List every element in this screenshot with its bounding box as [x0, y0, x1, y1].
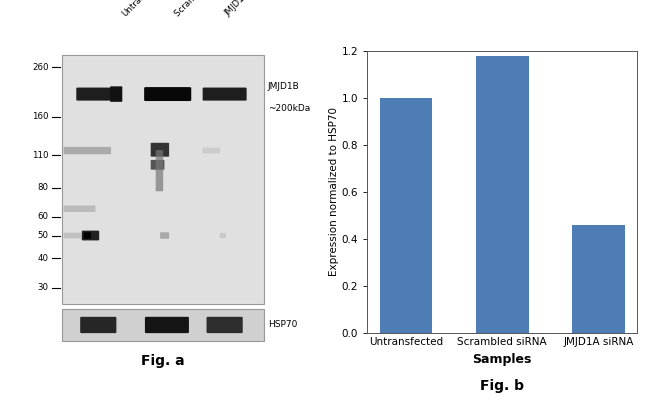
Text: Scrambled siRNA: Scrambled siRNA — [173, 0, 232, 18]
Bar — [380, 98, 432, 333]
Text: JMJD1B siRNA: JMJD1B siRNA — [223, 0, 271, 18]
Text: 50: 50 — [37, 231, 48, 240]
FancyBboxPatch shape — [64, 233, 81, 238]
FancyBboxPatch shape — [144, 87, 191, 101]
Text: Untransfected: Untransfected — [120, 0, 170, 18]
Text: ~200kDa: ~200kDa — [268, 104, 310, 113]
FancyBboxPatch shape — [84, 232, 91, 239]
Text: 30: 30 — [37, 283, 48, 292]
FancyBboxPatch shape — [203, 88, 246, 101]
X-axis label: Samples: Samples — [473, 353, 532, 366]
Text: 160: 160 — [32, 112, 48, 121]
Text: 40: 40 — [37, 254, 48, 263]
FancyBboxPatch shape — [145, 317, 189, 333]
FancyBboxPatch shape — [82, 231, 99, 240]
FancyBboxPatch shape — [110, 86, 122, 102]
Text: Fig. a: Fig. a — [141, 354, 185, 368]
Text: 260: 260 — [32, 63, 48, 72]
FancyBboxPatch shape — [203, 148, 220, 153]
FancyBboxPatch shape — [151, 143, 169, 157]
Bar — [476, 56, 528, 333]
Bar — [62, 55, 264, 304]
FancyBboxPatch shape — [145, 88, 189, 101]
Y-axis label: Expression normalized to HSP70: Expression normalized to HSP70 — [329, 107, 339, 276]
Text: 110: 110 — [32, 151, 48, 160]
Text: 80: 80 — [37, 183, 48, 192]
FancyBboxPatch shape — [151, 160, 164, 170]
Text: Fig. b: Fig. b — [480, 379, 524, 392]
Text: JMJD1B: JMJD1B — [268, 82, 300, 91]
FancyBboxPatch shape — [220, 233, 226, 238]
Bar — [572, 224, 625, 333]
FancyBboxPatch shape — [64, 206, 96, 212]
FancyBboxPatch shape — [64, 147, 111, 154]
FancyBboxPatch shape — [76, 88, 120, 101]
FancyBboxPatch shape — [80, 317, 116, 333]
Text: 60: 60 — [37, 213, 48, 222]
Text: HSP70: HSP70 — [268, 320, 297, 330]
FancyBboxPatch shape — [207, 317, 242, 333]
FancyBboxPatch shape — [156, 150, 163, 191]
Bar — [62, 309, 264, 341]
FancyBboxPatch shape — [160, 232, 169, 239]
